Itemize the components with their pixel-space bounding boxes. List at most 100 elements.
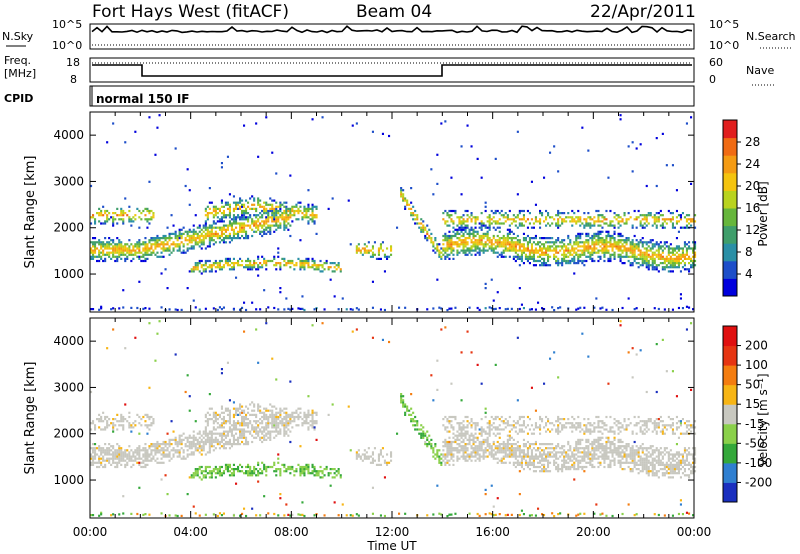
data-cell xyxy=(422,426,425,429)
data-cell xyxy=(241,212,244,215)
data-cell xyxy=(454,209,457,213)
data-cell xyxy=(148,424,151,427)
data-cell xyxy=(512,438,515,441)
data-cell xyxy=(446,249,449,252)
data-cell xyxy=(118,239,121,242)
data-cell xyxy=(92,459,95,462)
data-cell xyxy=(265,264,268,267)
data-cell xyxy=(273,418,276,421)
data-cell xyxy=(502,239,505,242)
data-cell xyxy=(657,212,660,215)
data-cell xyxy=(267,409,270,412)
data-cell xyxy=(146,247,149,250)
data-cell xyxy=(243,224,246,227)
data-cell xyxy=(214,436,217,439)
data-cell xyxy=(476,422,479,425)
data-cell xyxy=(216,262,219,265)
data-cell xyxy=(510,449,513,452)
data-cell xyxy=(446,212,449,215)
data-cell xyxy=(265,413,268,416)
data-cell xyxy=(488,220,491,223)
data-cell xyxy=(257,228,260,231)
data-cell xyxy=(152,214,155,217)
data-cell xyxy=(476,157,479,160)
data-cell xyxy=(609,253,612,256)
data-cell xyxy=(450,449,453,452)
data-cell xyxy=(502,461,505,464)
data-cell xyxy=(150,449,153,452)
data-cell xyxy=(285,470,288,473)
data-cell xyxy=(190,239,193,242)
data-cell xyxy=(228,470,231,473)
data-cell xyxy=(653,259,656,263)
data-cell xyxy=(446,255,449,258)
data-cell xyxy=(456,455,459,458)
data-cell xyxy=(259,430,262,433)
freq-tick-low: 8 xyxy=(70,73,77,86)
data-cell xyxy=(522,209,525,213)
data-cell xyxy=(110,463,113,466)
data-cell xyxy=(512,247,515,250)
data-cell xyxy=(541,212,544,215)
data-cell xyxy=(506,237,509,240)
data-cell xyxy=(593,247,596,250)
data-cell xyxy=(456,434,459,437)
data-cell xyxy=(671,264,674,267)
data-cell xyxy=(438,455,441,458)
data-cell xyxy=(235,482,238,485)
data-cell xyxy=(456,438,459,441)
data-cell xyxy=(239,205,242,208)
data-cell xyxy=(98,243,101,246)
data-cell xyxy=(164,234,167,238)
data-cell xyxy=(273,207,276,210)
data-cell xyxy=(299,472,302,475)
data-cell xyxy=(277,220,280,223)
data-cell xyxy=(144,424,147,427)
data-cell xyxy=(208,449,211,452)
data-cell xyxy=(331,403,334,406)
data-cell xyxy=(432,399,435,402)
data-cell xyxy=(559,216,562,219)
data-cell xyxy=(512,449,515,452)
data-cell xyxy=(470,253,473,256)
data-cell xyxy=(228,420,231,423)
data-cell xyxy=(158,443,161,446)
data-cell xyxy=(508,209,511,213)
data-cell xyxy=(116,207,119,210)
data-cell xyxy=(283,426,286,429)
data-cell xyxy=(92,237,95,240)
data-cell xyxy=(524,253,527,256)
data-cell xyxy=(120,459,123,462)
data-cell xyxy=(512,249,515,252)
data-cell xyxy=(579,255,582,258)
data-cell xyxy=(454,243,457,246)
data-cell xyxy=(90,308,93,311)
data-cell xyxy=(516,449,519,452)
data-cell xyxy=(522,239,525,242)
data-cell xyxy=(434,251,437,254)
data-cell xyxy=(486,440,489,444)
data-cell xyxy=(204,222,207,225)
data-cell xyxy=(685,249,688,252)
data-cell xyxy=(277,453,280,456)
data-cell xyxy=(311,424,314,427)
data-cell xyxy=(216,418,219,421)
data-cell xyxy=(104,463,107,466)
data-cell xyxy=(174,353,177,356)
data-cell xyxy=(619,241,622,244)
data-cell xyxy=(579,220,582,223)
data-cell xyxy=(138,251,141,254)
data-cell xyxy=(528,237,531,240)
data-cell xyxy=(96,418,99,421)
data-cell xyxy=(90,184,93,188)
data-cell xyxy=(172,453,175,456)
data-cell xyxy=(222,422,225,425)
data-cell xyxy=(607,245,610,248)
data-cell xyxy=(323,262,326,265)
data-cell xyxy=(468,443,471,446)
data-cell xyxy=(480,428,483,431)
data-cell xyxy=(293,415,296,419)
data-cell xyxy=(124,259,127,263)
data-cell xyxy=(653,243,656,246)
data-cell xyxy=(476,424,479,427)
